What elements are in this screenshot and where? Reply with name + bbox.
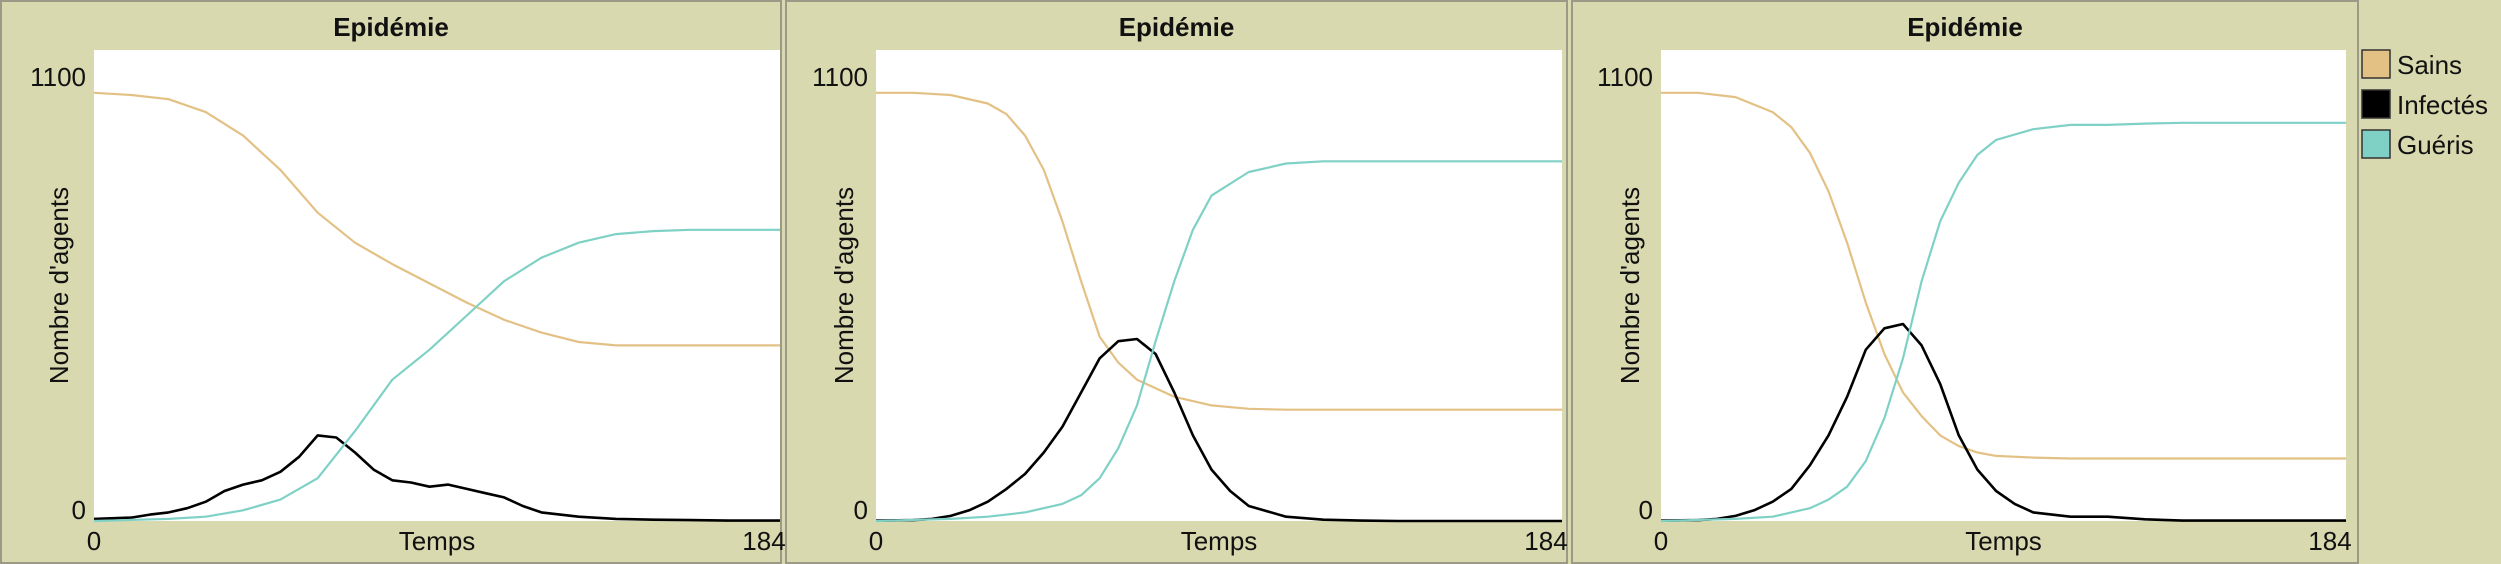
series-line-3 [875,160,1562,523]
y-axis-label: Nombre d'agents [829,187,859,384]
chart-panel-3: Epidémie Nombre d'agents 1100 00 184 Temps [1571,0,2359,564]
y-tick-label-max: 1100 [30,62,86,92]
chart-panel-1: Epidémie Nombre d'agents 1100 00 184 Temps [0,0,786,564]
x-tick-label-max: 184 [1524,526,1567,556]
series-line-2 [875,337,1562,523]
series-line-1 [1661,91,2346,460]
x-tick-label-min: 0 [87,526,101,556]
series-line-1 [93,91,780,347]
chart-title: Epidémie [333,12,449,42]
x-axis-label: Temps [1965,526,2042,556]
series-line-2 [1660,322,2346,522]
y-tick-label-max: 1100 [1597,62,1653,92]
y-axis-label: Nombre d'agents [1615,187,1645,384]
legend: Sains Infectés Guéris [2361,49,2488,160]
series-line-1 [876,91,1562,411]
series-line-3 [93,228,780,523]
chart-title: Epidémie [1907,12,2023,42]
x-axis-label: Temps [399,526,476,556]
x-tick-label-max: 184 [2308,526,2351,556]
x-tick-label-min: 0 [869,526,883,556]
legend-swatch [2361,129,2391,159]
y-tick-label-min: 0 [72,495,86,525]
x-axis-label: Temps [1181,526,1258,556]
y-tick-label-max: 1100 [812,62,868,92]
plot-area [876,50,1562,521]
legend-label: Guéris [2397,130,2474,160]
legend-swatch [2361,89,2391,119]
legend-swatch [2361,49,2391,79]
y-tick-label-min: 0 [1639,495,1653,525]
y-tick-label-min: 0 [854,495,868,525]
series-line-2 [93,434,780,522]
x-tick-label-min: 0 [1654,526,1668,556]
legend-label: Infectés [2397,90,2488,120]
chart-title: Epidémie [1119,12,1235,42]
plot-area [94,50,780,521]
x-tick-label-max: 184 [742,526,785,556]
series-line-3 [1660,121,2346,523]
y-axis-label: Nombre d'agents [44,187,74,384]
legend-label: Sains [2397,50,2462,80]
plot-area [1661,50,2346,521]
chart-panel-2: Epidémie Nombre d'agents 1100 00 184 Temps [785,0,1568,564]
